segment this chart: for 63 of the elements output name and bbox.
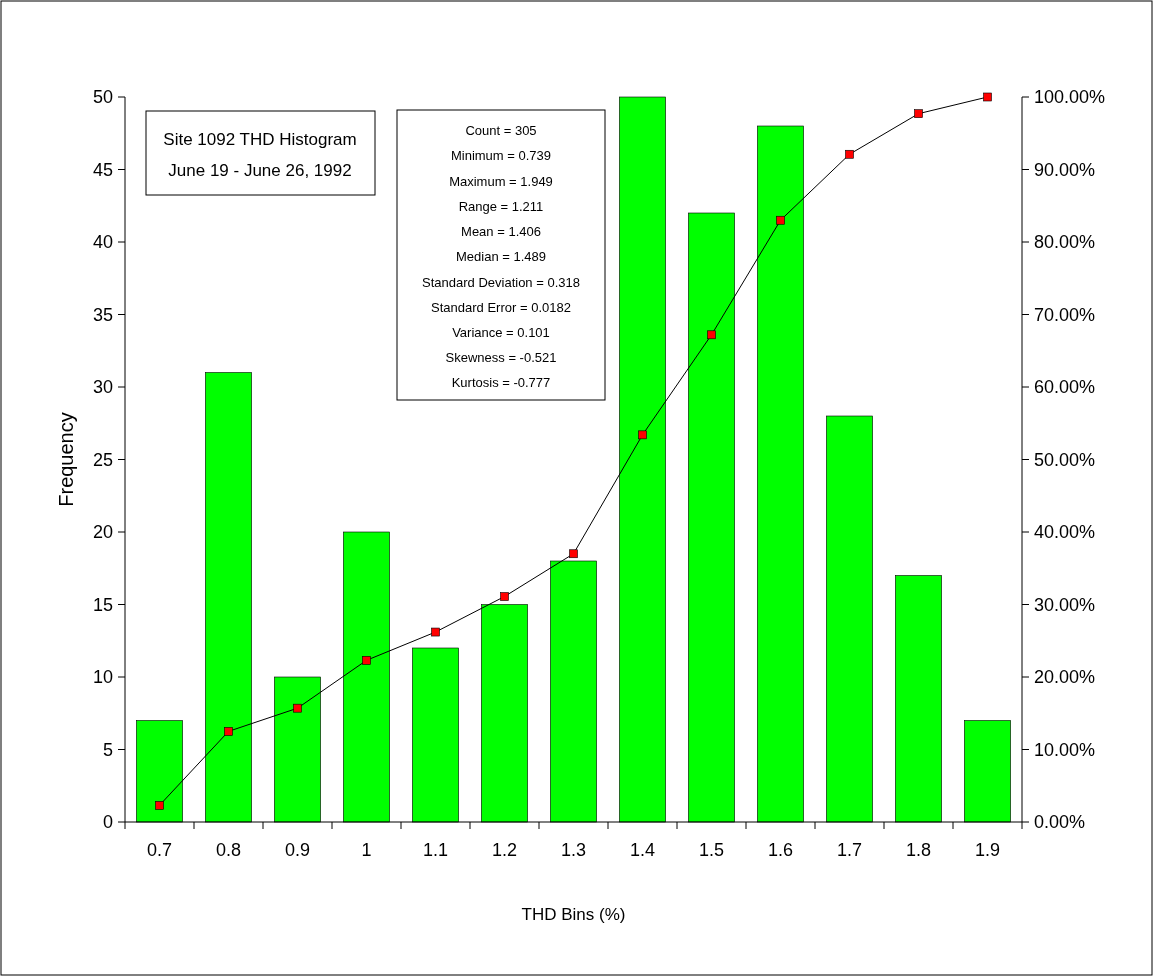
annotation: Count = 305	[465, 123, 537, 139]
y-tick-label: 10	[92, 667, 113, 688]
x-tick-label: 1.9	[974, 840, 1001, 860]
point	[362, 656, 371, 665]
point	[914, 109, 923, 118]
x-tick-label: 0.8	[215, 840, 242, 860]
point	[776, 215, 785, 225]
x-axis-title: THD Bins (%)	[521, 905, 626, 924]
point	[224, 727, 233, 736]
point	[638, 430, 647, 440]
y2-tick-label: 50.00%	[1034, 449, 1096, 470]
y-tick-label: 0	[102, 812, 113, 833]
y2-tick-label: 100.00%	[1034, 87, 1106, 108]
y-axis-title: Frequency	[55, 412, 77, 507]
text: June 19 - June 26, 1992	[168, 161, 352, 180]
point	[845, 149, 854, 159]
annotation: Maximum = 1.949	[449, 173, 553, 189]
y2-tick-label: 70.00%	[1034, 304, 1096, 325]
y-tick-label: 5	[102, 739, 113, 760]
annotation: Median = 1.489	[456, 249, 546, 265]
y2-tick-label: 20.00%	[1034, 667, 1096, 688]
x-tick-label: 1.3	[560, 840, 587, 860]
x-tick-label: 1.5	[698, 840, 725, 860]
y-tick-label: 45	[92, 159, 113, 180]
point	[569, 549, 578, 559]
x-tick-label: 1.4	[629, 840, 656, 860]
point	[155, 801, 164, 810]
text: Site 1092 THD Histogram	[163, 130, 357, 149]
annotation: Standard Deviation = 0.318	[422, 274, 580, 290]
y2-tick-label: 10.00%	[1034, 739, 1096, 760]
annotation: Range = 1.211	[458, 198, 544, 214]
y-tick-label: 40	[92, 232, 113, 253]
x-tick-label: 1.1	[422, 840, 449, 860]
x-tick-label: 0.7	[146, 840, 173, 860]
y-tick-label: 50	[92, 87, 113, 108]
annotation: Mean = 1.406	[461, 224, 541, 240]
annotation: Minimum = 0.739	[450, 148, 552, 164]
x-tick-label: 1.7	[836, 840, 863, 860]
y2-tick-label: 80.00%	[1034, 232, 1096, 253]
annotation: Kurtosis = -0.777	[451, 375, 551, 391]
y-tick-label: 20	[92, 522, 113, 543]
point	[431, 627, 440, 637]
y2-tick-label: 40.00%	[1034, 522, 1096, 543]
annotation: Variance = 0.101	[452, 324, 550, 340]
y-tick-label: 15	[92, 594, 113, 615]
y2-tick-label: 30.00%	[1034, 594, 1096, 615]
y2-tick-label: 90.00%	[1034, 159, 1096, 180]
annotation: Skewness = -0.521	[445, 350, 557, 366]
y-tick-label: 30	[92, 377, 113, 398]
point	[293, 703, 302, 713]
x-tick-label: 0.9	[284, 840, 311, 860]
point	[983, 92, 992, 102]
x-tick-label: 1.2	[491, 840, 518, 860]
point	[500, 592, 509, 601]
x-tick-label: 1.8	[905, 840, 932, 860]
point	[707, 330, 716, 340]
y-tick-label: 25	[92, 449, 113, 470]
y2-tick-label: 60.00%	[1034, 377, 1096, 398]
y-tick-label: 35	[92, 304, 113, 325]
x-tick-label: 1.6	[767, 840, 794, 860]
x-tick-label: 1	[361, 840, 372, 860]
y2-tick-label: 0.00%	[1034, 812, 1086, 833]
annotation: Standard Error = 0.0182	[431, 299, 571, 315]
